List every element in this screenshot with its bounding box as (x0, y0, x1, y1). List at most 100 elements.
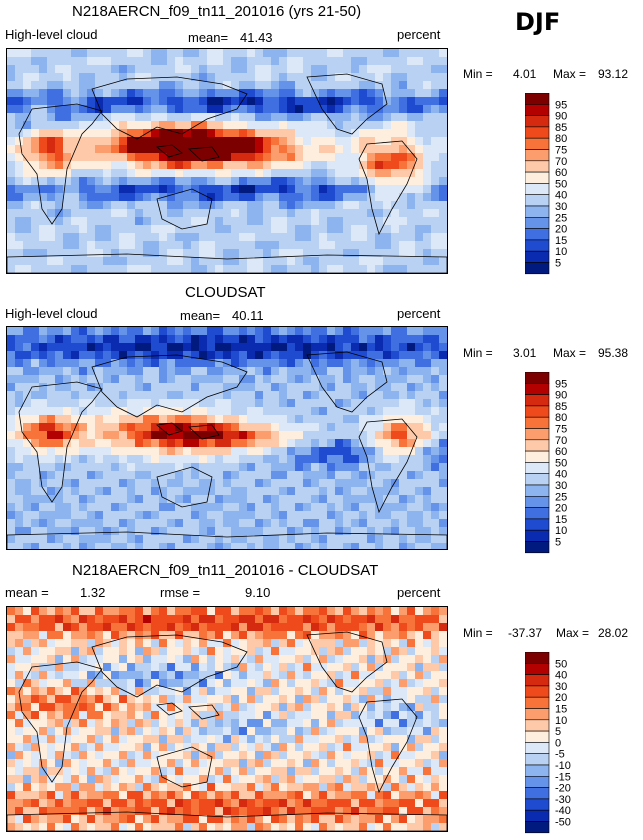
colorbar-swatch (524, 742, 550, 755)
colorbar-swatch (524, 529, 550, 542)
colorbar-tick-label: 5 (555, 537, 561, 549)
colorbar-tick-label: 0 (555, 737, 561, 749)
colorbar-tick-label: 85 (555, 122, 567, 134)
colorbar-tick-label: 25 (555, 491, 567, 503)
colorbar-tick-label: 85 (555, 401, 567, 413)
colorbar-swatch (524, 228, 550, 241)
colorbar-swatch (524, 405, 550, 418)
colorbar-swatch (524, 171, 550, 184)
colorbar-tick-label: 70 (555, 156, 567, 168)
panel1-max-value: 93.12 (598, 67, 629, 81)
panel3-map-canvas (7, 607, 447, 831)
colorbar-swatch (524, 663, 550, 675)
colorbar-swatch (524, 753, 550, 766)
colorbar-tick-label: 40 (555, 190, 567, 202)
colorbar-tick-label: 50 (555, 178, 567, 190)
colorbar-swatch (524, 126, 550, 139)
colorbar-tick-label: 50 (555, 658, 567, 670)
panel1-min-value: 4.01 (513, 67, 537, 81)
colorbar-swatch (524, 708, 550, 721)
panel2-title: CLOUDSAT (185, 284, 266, 301)
colorbar-tick-label: -20 (555, 783, 571, 795)
colorbar-swatch (524, 674, 550, 687)
colorbar-tick-label: 50 (555, 457, 567, 469)
panel1-title: N218AERCN_f09_tn11_201016 (yrs 21-50) (72, 3, 362, 20)
colorbar-swatch (524, 137, 550, 150)
colorbar-swatch (524, 809, 550, 822)
panel2-map (6, 326, 448, 550)
panel3-max-value: 28.02 (598, 626, 629, 640)
colorbar-swatch (524, 450, 550, 463)
colorbar-swatch (524, 194, 550, 207)
panel3-mean-label: mean = (5, 585, 49, 600)
colorbar-tick-label: 60 (555, 167, 567, 179)
colorbar-tick-label: 25 (555, 212, 567, 224)
colorbar-tick-label: -5 (555, 749, 565, 761)
colorbar-swatch (524, 217, 550, 229)
colorbar-swatch (524, 776, 550, 788)
panel2-units: percent (397, 306, 441, 321)
colorbar-swatch (524, 696, 550, 709)
panel3-units: percent (397, 585, 441, 600)
colorbar-tick-label: 80 (555, 412, 567, 424)
colorbar-swatch (524, 473, 550, 486)
colorbar-tick-label: 30 (555, 480, 567, 492)
panel2-mean-value: 40.11 (232, 308, 264, 323)
panel1-colorbar: 95 90 85 80 75 70 60 50 40 30 25 20 15 10 5 (524, 92, 615, 281)
colorbar-swatch (524, 496, 550, 508)
colorbar-swatch (524, 250, 550, 263)
colorbar-swatch (524, 462, 550, 475)
panel2-map-canvas (7, 327, 447, 549)
panel3-rmse-value: 9.10 (245, 585, 271, 600)
panel3-min-label: Min = (463, 626, 493, 640)
colorbar-tick-label: 15 (555, 704, 567, 716)
colorbar-swatch (524, 764, 550, 777)
colorbar-tick-label: -10 (555, 760, 571, 772)
colorbar-tick-label: 95 (555, 378, 567, 390)
panel1-map-canvas (7, 49, 447, 273)
colorbar-tick-label: 75 (555, 145, 567, 157)
colorbar-swatch (524, 394, 550, 407)
panel3-map (6, 606, 448, 832)
panel1-mean-label: mean= (188, 30, 229, 45)
colorbar-swatch (524, 719, 550, 732)
colorbar-swatch (524, 685, 550, 698)
panel1-variable-label: High-level cloud (5, 27, 98, 42)
panel1-min-label: Min = (463, 67, 493, 81)
panel3-min-value: -37.37 (508, 626, 543, 640)
panel2-min-value: 3.01 (513, 346, 537, 360)
colorbar-swatch (524, 239, 550, 252)
colorbar-swatch (524, 183, 550, 196)
panel2-mean-label: mean= (180, 308, 221, 323)
colorbar-tick-label: 90 (555, 390, 567, 402)
colorbar-tick-label: 40 (555, 469, 567, 481)
colorbar-swatch (524, 205, 550, 218)
colorbar-tick-label: -40 (555, 805, 571, 817)
colorbar-tick-label: 20 (555, 692, 567, 704)
colorbar-swatch (524, 262, 550, 275)
colorbar-tick-label: 5 (555, 726, 561, 738)
panel2-min-label: Min = (463, 346, 493, 360)
panel1-max-label: Max = (553, 67, 587, 81)
colorbar-tick-label: 90 (555, 111, 567, 123)
colorbar-swatch (524, 383, 550, 395)
panel3-rmse-label: rmse = (160, 585, 201, 600)
colorbar-tick-label: 10 (555, 246, 567, 258)
panel3-title: N218AERCN_f09_tn11_201016 - CLOUDSAT (72, 562, 379, 579)
colorbar-swatch (524, 371, 550, 384)
colorbar-swatch (524, 541, 550, 554)
panel2-max-label: Max = (553, 346, 587, 360)
colorbar-tick-label: 30 (555, 201, 567, 213)
panel2-colorbar: 95 90 85 80 75 70 60 50 40 30 25 20 15 10 5 (524, 371, 615, 560)
colorbar-swatch (524, 787, 550, 800)
colorbar-tick-label: 20 (555, 503, 567, 515)
colorbar-swatch (524, 507, 550, 520)
colorbar-swatch (524, 798, 550, 811)
colorbar-tick-label: 75 (555, 424, 567, 436)
colorbar-swatch (524, 428, 550, 441)
panel1-mean-value: 41.43 (240, 30, 273, 45)
colorbar-tick-label: 15 (555, 514, 567, 526)
panel2-max-value: 95.38 (598, 346, 629, 360)
colorbar-swatch (524, 651, 550, 664)
colorbar-tick-label: 5 (555, 258, 561, 270)
